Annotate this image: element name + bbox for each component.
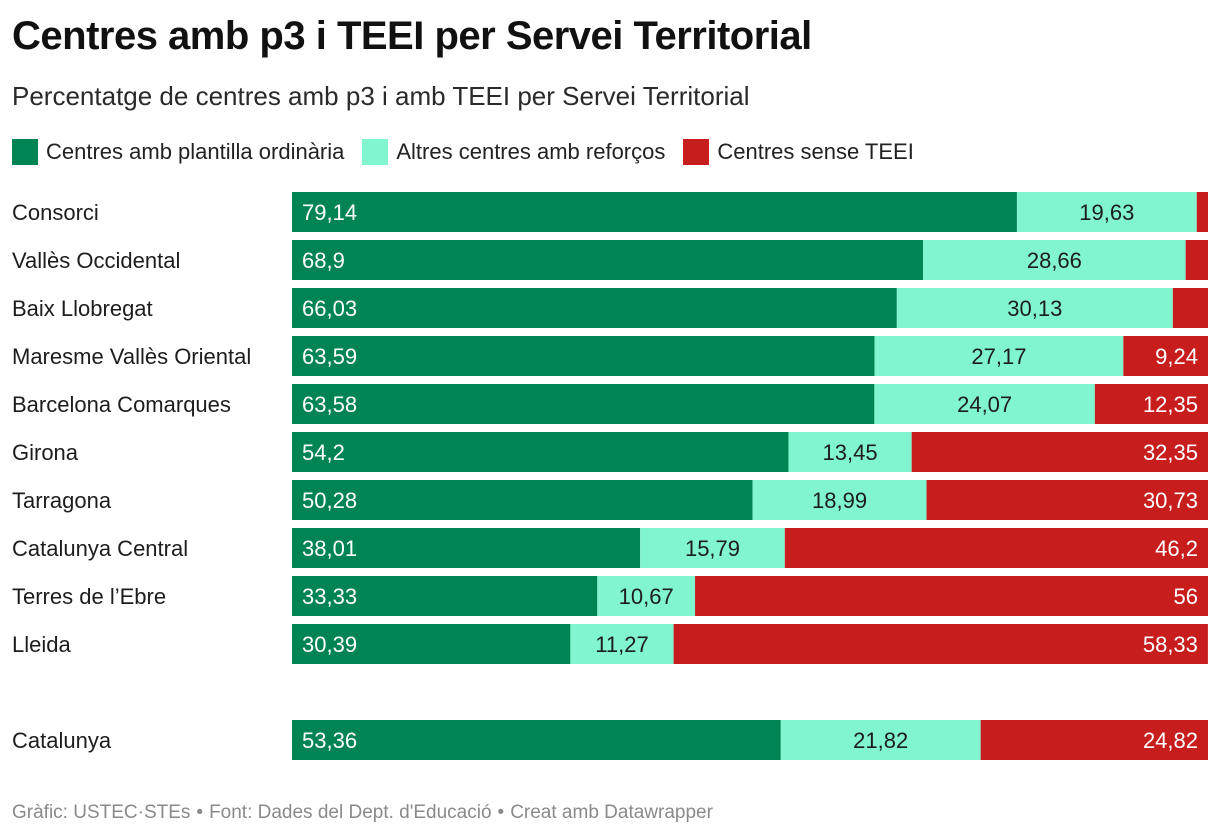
bar-catalunya-central-series-1 xyxy=(640,528,785,568)
value-label-lleida-series-0: 30,39 xyxy=(302,632,357,657)
footer-source-credit: Gràfic: USTEC·STEs xyxy=(12,802,191,823)
value-label-consorci-series-0: 79,14 xyxy=(302,200,357,225)
category-label-girona: Girona xyxy=(12,440,79,465)
footer-separator: • xyxy=(196,802,204,823)
bar-catalunya-series-2 xyxy=(980,720,1208,760)
value-label-tarragona-series-1: 18,99 xyxy=(812,488,867,513)
value-label-terres-de-l-ebre-series-2: 56 xyxy=(1174,584,1198,609)
value-label-girona-series-0: 54,2 xyxy=(302,440,345,465)
bar-girona-series-1 xyxy=(788,432,912,472)
value-label-terres-de-l-ebre-series-0: 33,33 xyxy=(302,584,357,609)
bar-valles-occidental-series-1 xyxy=(923,240,1186,280)
category-label-lleida: Lleida xyxy=(12,632,71,657)
value-label-maresme-valles-oriental-series-2: 9,24 xyxy=(1155,344,1198,369)
value-label-terres-de-l-ebre-series-1: 10,67 xyxy=(619,584,674,609)
value-label-catalunya-central-series-2: 46,2 xyxy=(1155,536,1198,561)
legend-label-sense-teei: Centres sense TEEI xyxy=(717,139,914,164)
value-label-valles-occidental-series-1: 28,66 xyxy=(1027,248,1082,273)
bar-catalunya-series-0 xyxy=(292,720,781,760)
legend: Centres amb plantilla ordinària Altres c… xyxy=(12,136,932,168)
bar-baix-llobregat-series-1 xyxy=(896,288,1173,328)
value-label-barcelona-comarques-series-0: 63,58 xyxy=(302,392,357,417)
value-label-tarragona-series-0: 50,28 xyxy=(302,488,357,513)
category-label-barcelona-comarques: Barcelona Comarques xyxy=(12,392,231,417)
bar-terres-de-l-ebre-series-0 xyxy=(292,576,598,616)
bar-tarragona-series-1 xyxy=(752,480,927,520)
value-label-catalunya-series-2: 24,82 xyxy=(1143,728,1198,753)
bar-catalunya-central-series-2 xyxy=(784,528,1208,568)
bar-maresme-valles-oriental-series-0 xyxy=(292,336,875,376)
bar-tarragona-series-0 xyxy=(292,480,753,520)
bar-girona-series-0 xyxy=(292,432,789,472)
legend-item-altres-reforcos: Altres centres amb reforços xyxy=(362,139,665,165)
value-label-catalunya-central-series-0: 38,01 xyxy=(302,536,357,561)
footer: Gràfic: USTEC·STEs • Font: Dades del Dept.… xyxy=(12,800,713,826)
legend-label-altres-reforcos: Altres centres amb reforços xyxy=(396,139,666,164)
bar-consorci-series-0 xyxy=(292,192,1017,232)
category-label-tarragona: Tarragona xyxy=(12,488,112,513)
value-label-barcelona-comarques-series-1: 24,07 xyxy=(957,392,1012,417)
bar-barcelona-comarques-series-2 xyxy=(1094,384,1208,424)
bar-barcelona-comarques-series-0 xyxy=(292,384,875,424)
bar-tarragona-series-2 xyxy=(926,480,1208,520)
chart-subtitle: Percentatge de centres amb p3 i amb TEEI… xyxy=(12,81,750,111)
value-label-consorci-series-1: 19,63 xyxy=(1079,200,1134,225)
category-label-catalunya: Catalunya xyxy=(12,728,112,753)
bar-barcelona-comarques-series-1 xyxy=(874,384,1095,424)
legend-swatch-altres-reforcos xyxy=(362,139,389,165)
value-label-baix-llobregat-series-0: 66,03 xyxy=(302,296,357,321)
bar-valles-occidental-series-2 xyxy=(1185,240,1208,280)
bar-maresme-valles-oriental-series-2 xyxy=(1123,336,1208,376)
value-label-tarragona-series-2: 30,73 xyxy=(1143,488,1198,513)
value-label-catalunya-series-1: 21,82 xyxy=(853,728,908,753)
bar-terres-de-l-ebre-series-2 xyxy=(695,576,1208,616)
value-label-girona-series-1: 13,45 xyxy=(823,440,878,465)
value-label-barcelona-comarques-series-2: 12,35 xyxy=(1143,392,1198,417)
value-label-lleida-series-1: 11,27 xyxy=(595,632,648,657)
legend-swatch-plantilla-ordinaria xyxy=(12,139,38,165)
legend-label-plantilla-ordinaria: Centres amb plantilla ordinària xyxy=(46,139,345,164)
footer-separator: • xyxy=(497,802,505,823)
value-label-maresme-valles-oriental-series-1: 27,17 xyxy=(971,344,1026,369)
bar-maresme-valles-oriental-series-1 xyxy=(874,336,1124,376)
category-label-catalunya-central: Catalunya Central xyxy=(12,536,188,561)
chart-title: Centres amb p3 i TEEI per Servei Territo… xyxy=(12,14,812,58)
value-label-catalunya-series-0: 53,36 xyxy=(302,728,357,753)
value-label-catalunya-central-series-1: 15,79 xyxy=(685,536,740,561)
bar-baix-llobregat-series-0 xyxy=(292,288,897,328)
bar-baix-llobregat-series-2 xyxy=(1172,288,1208,328)
footer-data-source: Font: Dades del Dept. d'Educació xyxy=(209,802,492,823)
category-label-consorci: Consorci xyxy=(12,200,99,225)
bar-consorci-series-2 xyxy=(1196,192,1208,232)
stacked-bar-chart: Consorci 79,14 19,63 Vallès Occidental 68,9 2… xyxy=(12,192,1208,760)
category-label-terres-de-l-ebre: Terres de l’Ebre xyxy=(12,584,166,609)
bar-catalunya-central-series-0 xyxy=(292,528,641,568)
bar-lleida-series-2 xyxy=(673,624,1208,664)
value-label-girona-series-2: 32,35 xyxy=(1143,440,1198,465)
legend-swatch-sense-teei xyxy=(683,139,710,165)
bar-girona-series-2 xyxy=(911,432,1208,472)
footer-tool: Creat amb Datawrapper xyxy=(510,802,713,823)
category-label-valles-occidental: Vallès Occidental xyxy=(12,248,180,273)
legend-item-sense-teei: Centres sense TEEI xyxy=(683,139,914,165)
value-label-maresme-valles-oriental-series-0: 63,59 xyxy=(302,344,357,369)
bar-lleida-series-1 xyxy=(570,624,674,664)
bar-lleida-series-0 xyxy=(292,624,571,664)
value-label-baix-llobregat-series-1: 30,13 xyxy=(1007,296,1062,321)
category-label-baix-llobregat: Baix Llobregat xyxy=(12,296,153,321)
category-label-maresme-valles-oriental: Maresme Vallès Oriental xyxy=(12,344,251,369)
bar-valles-occidental-series-0 xyxy=(292,240,924,280)
value-label-valles-occidental-series-0: 68,9 xyxy=(302,248,345,273)
bar-catalunya-series-1 xyxy=(780,720,981,760)
bar-consorci-series-1 xyxy=(1016,192,1197,232)
legend-item-plantilla-ordinaria: Centres amb plantilla ordinària xyxy=(12,139,344,165)
value-label-lleida-series-2: 58,33 xyxy=(1143,632,1198,657)
bar-terres-de-l-ebre-series-1 xyxy=(597,576,696,616)
